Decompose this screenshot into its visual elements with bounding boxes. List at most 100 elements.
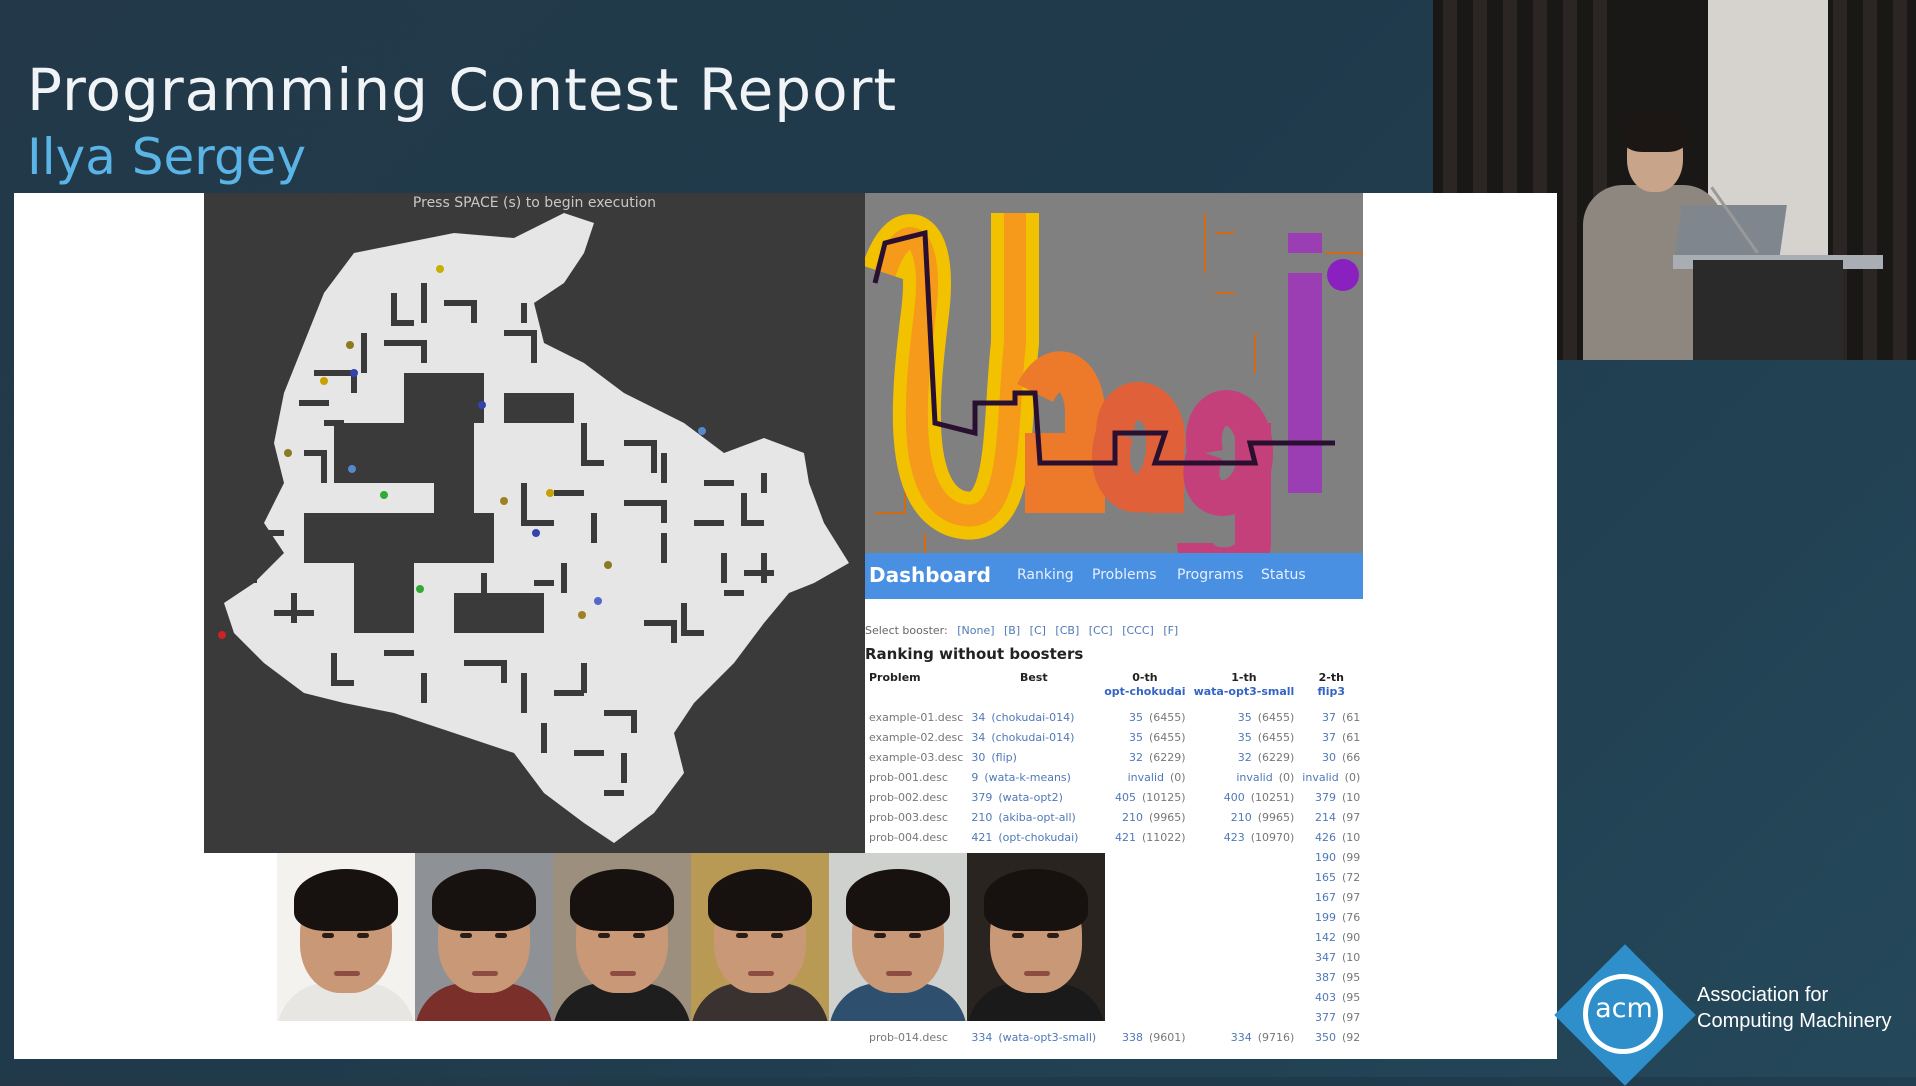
score-value[interactable]: 377: [1314, 1010, 1336, 1024]
booster-option[interactable]: [CB]: [1055, 624, 1080, 637]
score-value[interactable]: 403: [1314, 990, 1336, 1004]
score-value[interactable]: 167: [1314, 890, 1336, 904]
score-value[interactable]: invalid: [1236, 770, 1273, 784]
score-detail[interactable]: (chokudai-014): [991, 730, 1075, 744]
nav-ranking[interactable]: Ranking: [1017, 567, 1074, 583]
speaker-hair: [1623, 112, 1687, 152]
score-detail[interactable]: (flip): [991, 750, 1017, 764]
score-detail: (9716): [1257, 1030, 1295, 1044]
score-value[interactable]: 334: [971, 1030, 993, 1044]
booster-selector: Select booster: [None] [B] [C] [CB] [CC]…: [865, 624, 1184, 637]
table-row: prob-002.desc 379 (wata-opt2) 405 (10125) 400…: [865, 787, 1363, 807]
score-value[interactable]: 190: [1314, 850, 1336, 864]
score-value[interactable]: 142: [1314, 930, 1336, 944]
score-detail[interactable]: (wata-opt2): [998, 790, 1063, 804]
nav-status[interactable]: Status: [1261, 567, 1306, 583]
score-detail[interactable]: (opt-chokudai): [998, 830, 1079, 844]
score-value[interactable]: 210: [1230, 810, 1252, 824]
score-value[interactable]: 334: [1230, 1030, 1252, 1044]
best-cell: 421 (opt-chokudai): [967, 827, 1100, 847]
acm-logo-ring: [1583, 974, 1663, 1054]
score-value[interactable]: 426: [1314, 830, 1336, 844]
score-value[interactable]: 214: [1314, 810, 1336, 824]
score-detail: (95: [1341, 970, 1361, 984]
team-member-photo: [691, 853, 829, 1021]
best-cell: 379 (wata-opt2): [967, 787, 1100, 807]
score-value[interactable]: 9: [971, 770, 979, 784]
table-row: 199 (76: [865, 907, 1363, 927]
booster-option[interactable]: [C]: [1029, 624, 1046, 637]
table-row: 165 (72: [865, 867, 1363, 887]
col-0th-team[interactable]: opt-chokudai: [1104, 685, 1186, 698]
score-value[interactable]: 210: [971, 810, 993, 824]
col-1th-team[interactable]: wata-opt3-small: [1193, 685, 1295, 698]
nav-problems[interactable]: Problems: [1092, 567, 1157, 583]
score-value[interactable]: 32: [1237, 750, 1252, 764]
score-value[interactable]: invalid: [1127, 770, 1164, 784]
score-detail: (95: [1341, 990, 1361, 1004]
score-value[interactable]: 199: [1314, 910, 1336, 924]
booster-option[interactable]: [CC]: [1088, 624, 1113, 637]
score-value[interactable]: 35: [1129, 730, 1143, 744]
table-row: 347 (10: [865, 947, 1363, 967]
score-cell: invalid (0): [1100, 767, 1189, 787]
score-value[interactable]: 35: [1237, 710, 1252, 724]
maze-hint: Press SPACE (s) to begin execution: [412, 195, 657, 211]
score-cell: 210 (9965): [1190, 807, 1299, 827]
booster-option[interactable]: [CCC]: [1122, 624, 1154, 637]
score-value[interactable]: 30: [971, 750, 986, 764]
score-detail[interactable]: (wata-opt3-small): [998, 1030, 1097, 1044]
problem-cell: prob-014.desc: [869, 1030, 948, 1044]
score-value[interactable]: 34: [971, 730, 986, 744]
score-value[interactable]: 347: [1314, 950, 1336, 964]
score-value[interactable]: 400: [1223, 790, 1245, 804]
score-cell: [1190, 927, 1299, 947]
ranking-table: Problem Best 0-th opt-chokudai 1-th wata-o…: [865, 671, 1363, 1047]
score-value[interactable]: 210: [1122, 810, 1143, 824]
booster-option[interactable]: [B]: [1004, 624, 1021, 637]
score-value[interactable]: 37: [1321, 730, 1336, 744]
table-row: 167 (97: [865, 887, 1363, 907]
score-value[interactable]: 35: [1129, 710, 1143, 724]
score-value[interactable]: 421: [971, 830, 993, 844]
score-value[interactable]: 423: [1223, 830, 1245, 844]
score-value[interactable]: invalid: [1302, 770, 1339, 784]
score-detail[interactable]: (wata-k-means): [984, 770, 1071, 784]
score-value[interactable]: 34: [971, 710, 986, 724]
score-detail[interactable]: (akiba-opt-all): [998, 810, 1076, 824]
photo-mouth: [1024, 971, 1050, 976]
booster-option[interactable]: [None]: [957, 624, 995, 637]
score-cell: 35 (6455): [1190, 707, 1299, 727]
team-member-photo: [277, 853, 415, 1021]
score-value[interactable]: 379: [971, 790, 993, 804]
score-cell: 377 (97: [1298, 1007, 1363, 1027]
score-value[interactable]: 421: [1115, 830, 1136, 844]
score-cell: [1100, 927, 1189, 947]
score-detail: (10125): [1142, 790, 1186, 804]
nav-programs[interactable]: Programs: [1177, 567, 1244, 583]
score-value[interactable]: 338: [1122, 1030, 1143, 1044]
dashboard-brand[interactable]: Dashboard: [869, 563, 991, 587]
score-cell: 165 (72: [1298, 867, 1363, 887]
score-cell: 35 (6455): [1100, 707, 1189, 727]
score-value[interactable]: 379: [1314, 790, 1336, 804]
score-value[interactable]: 32: [1129, 750, 1143, 764]
score-value[interactable]: 30: [1321, 750, 1336, 764]
table-row: 377 (97: [865, 1007, 1363, 1027]
score-value[interactable]: 37: [1321, 710, 1336, 724]
score-detail[interactable]: (chokudai-014): [991, 710, 1075, 724]
score-value[interactable]: 350: [1314, 1030, 1336, 1044]
score-cell: 190 (99: [1298, 847, 1363, 867]
score-cell: [1100, 987, 1189, 1007]
score-cell: [1100, 867, 1189, 887]
col-2th-team[interactable]: flip3: [1317, 685, 1345, 698]
score-value[interactable]: 405: [1115, 790, 1136, 804]
table-row: prob-003.desc 210 (akiba-opt-all) 210 (9965)…: [865, 807, 1363, 827]
score-value[interactable]: 35: [1237, 730, 1252, 744]
best-cell: 30 (flip): [967, 747, 1100, 767]
score-value[interactable]: 387: [1314, 970, 1336, 984]
score-value[interactable]: 165: [1314, 870, 1336, 884]
score-detail: (10: [1341, 830, 1361, 844]
best-cell: 34 (chokudai-014): [967, 727, 1100, 747]
booster-option[interactable]: [F]: [1163, 624, 1179, 637]
